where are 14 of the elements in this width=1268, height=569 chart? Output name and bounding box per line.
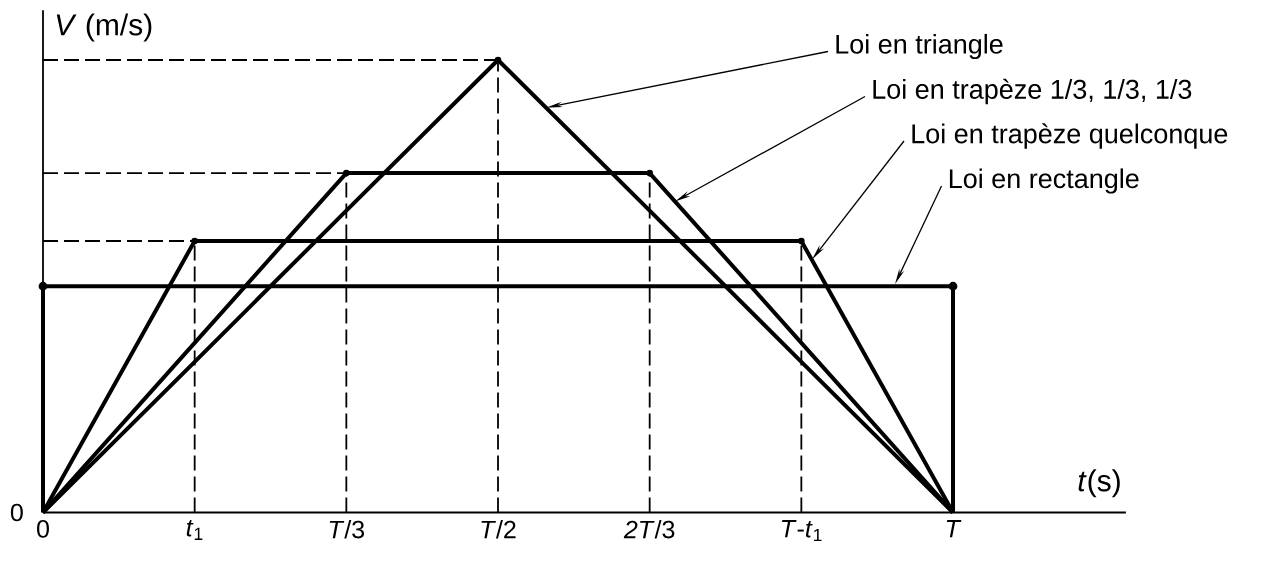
annotation: Loi en trapèze 1/3, 1/3, 1/3 [873,78,1192,105]
x-tick-label: T/2 [481,520,516,539]
x-tick-label: 0 [37,520,49,538]
x-tick-label: T [946,520,962,538]
text: 0 [10,503,23,522]
text: Loi en triangle [836,33,1003,60]
y-axis-title: V (m/s) [56,13,152,42]
x-tick-label: T-t$_{1}$ [782,520,822,541]
x-tick-label: T/3 [329,520,365,539]
annotation: Loi en trapèze quelconque [912,123,1228,149]
annotation: Loi en rectangle [949,168,1139,194]
x-tick-label: 2T/3 [623,520,675,539]
x-tick-label: t$_{1}$ [186,520,203,540]
x-axis-title: t(s) [1078,469,1120,498]
